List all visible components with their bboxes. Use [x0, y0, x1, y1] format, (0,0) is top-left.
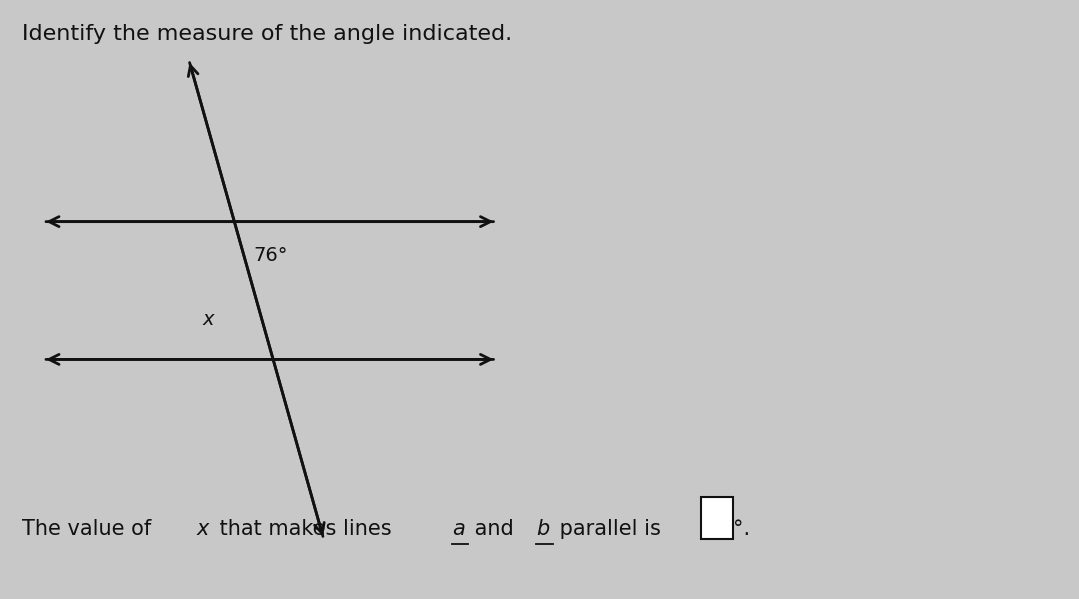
Text: b: b: [536, 519, 549, 539]
Text: a: a: [452, 519, 465, 539]
Text: 76°: 76°: [254, 246, 288, 265]
Text: x: x: [203, 310, 215, 329]
Text: Identify the measure of the angle indicated.: Identify the measure of the angle indica…: [22, 24, 511, 44]
Text: °.: °.: [733, 519, 750, 539]
Text: parallel is: parallel is: [554, 519, 668, 539]
Text: that makes lines: that makes lines: [213, 519, 398, 539]
FancyBboxPatch shape: [700, 497, 733, 539]
Text: The value of: The value of: [22, 519, 158, 539]
Text: x: x: [196, 519, 209, 539]
Text: and: and: [468, 519, 521, 539]
